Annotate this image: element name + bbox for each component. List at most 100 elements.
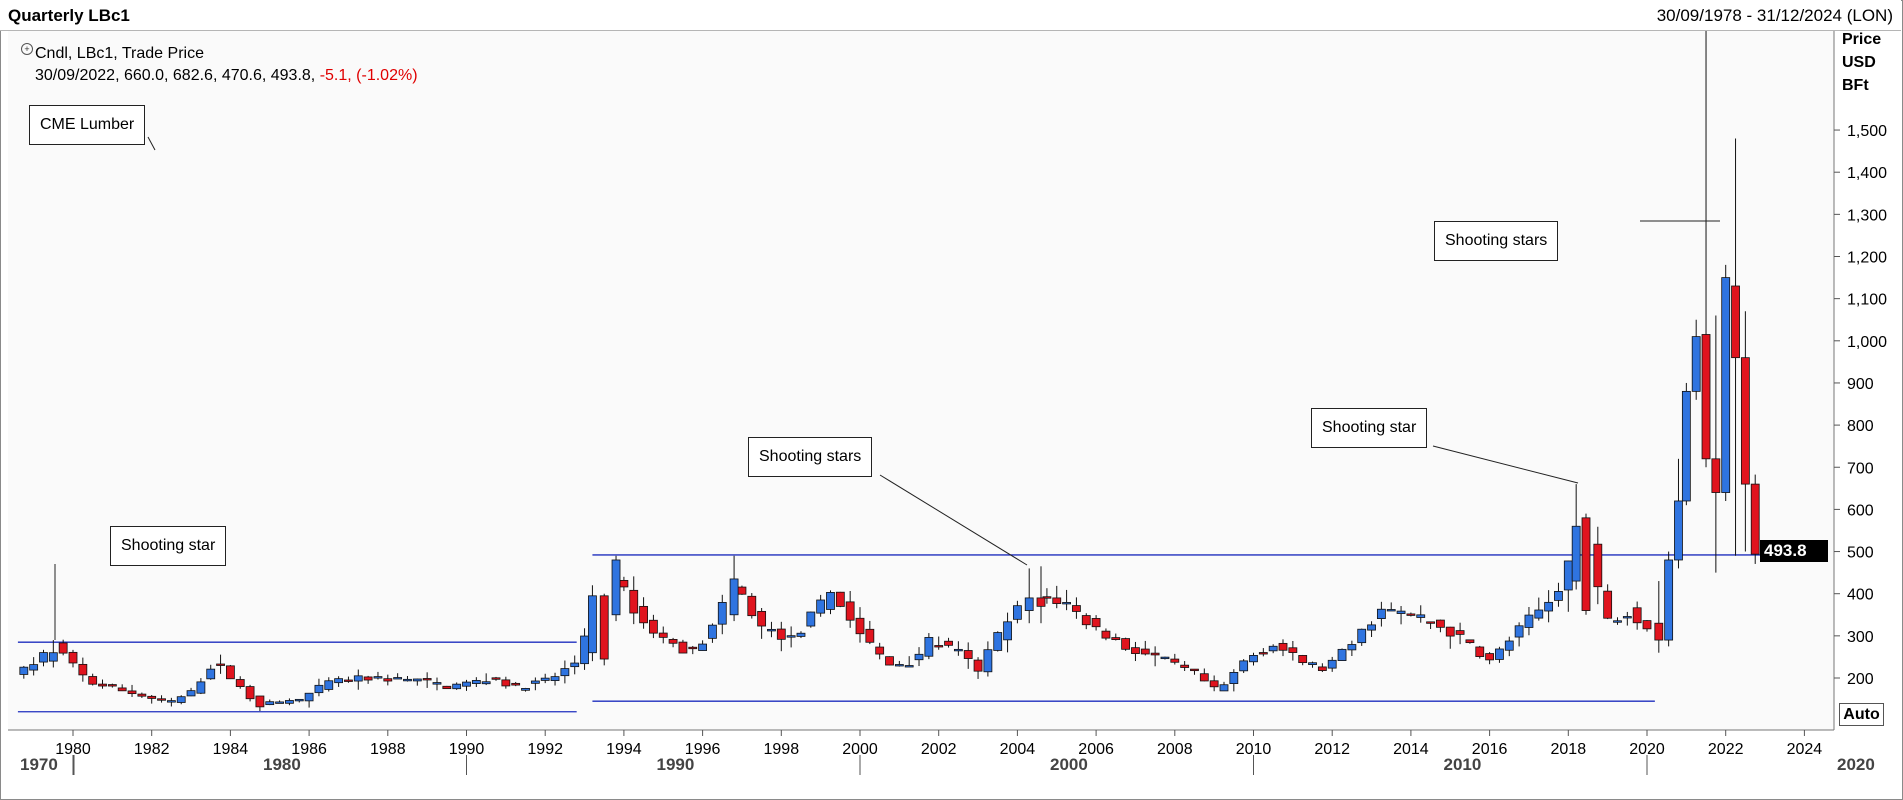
candle-up[interactable] [403,678,412,682]
candle-down[interactable] [501,679,511,687]
candle-down[interactable] [1475,646,1485,657]
candle-up[interactable] [1504,640,1514,651]
candle-up[interactable] [1229,671,1239,684]
candle-up[interactable] [983,649,993,673]
candle-up[interactable] [580,635,589,665]
candle-up[interactable] [521,688,530,691]
candle-down[interactable] [344,679,353,682]
candle-up[interactable] [1160,656,1170,660]
candle-up[interactable] [1664,559,1674,641]
candle-up[interactable] [826,592,835,610]
candle-up[interactable] [1524,614,1534,628]
candle-down[interactable] [1131,647,1140,654]
candle-down[interactable] [1485,653,1494,661]
candle-up[interactable] [1219,684,1229,692]
candle-down[interactable] [1150,652,1160,656]
candle-up[interactable] [1622,616,1632,619]
candle-down[interactable] [1298,655,1308,664]
candle-down[interactable] [1317,666,1327,671]
candle-down[interactable] [688,646,698,650]
candle-up[interactable] [452,683,462,690]
candle-up[interactable] [1308,662,1317,665]
candle-up[interactable] [698,643,707,651]
plot-area[interactable] [8,30,1834,730]
candle-down[interactable] [1052,597,1062,604]
candle-up[interactable] [334,678,344,684]
candle-down[interactable] [1426,621,1435,624]
candle-down[interactable] [1642,620,1652,630]
candle-down[interactable] [934,645,944,648]
candle-up[interactable] [550,676,560,681]
candle-down[interactable] [225,665,235,680]
candle-down[interactable] [1593,543,1603,588]
candle-up[interactable] [993,632,1003,651]
candle-up[interactable] [1674,500,1683,561]
candle-up[interactable] [1003,621,1012,641]
candle-down[interactable] [963,650,973,659]
candle-down[interactable] [137,693,147,697]
candle-down[interactable] [1603,590,1613,619]
candle-up[interactable] [29,664,39,671]
candle-up[interactable] [481,681,491,685]
candle-down[interactable] [1111,637,1121,641]
candle-down[interactable] [68,651,78,664]
candle-up[interactable] [717,602,727,625]
candle-up[interactable] [1347,644,1357,651]
candle-up[interactable] [570,662,580,668]
candle-down[interactable] [865,628,875,643]
candle-down[interactable] [255,695,265,708]
label-shooting-star-1979[interactable]: Shooting star [110,526,227,566]
candle-down[interactable] [157,698,166,701]
candle-down[interactable] [639,605,648,624]
candle-down[interactable] [1581,517,1591,611]
candle-down[interactable] [776,628,786,640]
candle-down[interactable] [107,684,117,687]
candle-down[interactable] [58,642,68,654]
candle-down[interactable] [1199,673,1209,682]
candle-up[interactable] [166,700,176,703]
candle-up[interactable] [19,666,29,675]
candle-up[interactable] [462,681,471,687]
label-shooting-stars-2021[interactable]: Shooting stars [1434,221,1559,261]
candle-up[interactable] [1024,597,1034,611]
candle-up[interactable] [1013,605,1022,620]
candle-down[interactable] [649,619,658,634]
candle-down[interactable] [1081,615,1091,626]
candle-up[interactable] [1367,624,1376,631]
candle-down[interactable] [98,683,107,687]
candle-down[interactable] [1701,334,1711,460]
candle-up[interactable] [285,700,294,704]
candle-down[interactable] [422,678,432,681]
candle-down[interactable] [235,679,245,687]
candle-up[interactable] [373,676,383,679]
support-resistance-lines[interactable] [17,554,1766,713]
candle-down[interactable] [1740,357,1750,485]
candle-down[interactable] [629,589,639,614]
candle-up[interactable] [1357,628,1367,644]
candle-down[interactable] [1711,458,1721,493]
candle-up[interactable] [560,668,570,677]
candle-up[interactable] [796,632,806,637]
candle-up[interactable] [816,599,826,614]
candle-up[interactable] [1571,525,1581,582]
candle-up[interactable] [1681,390,1691,502]
candle-up[interactable] [304,692,314,702]
candle-down[interactable] [1406,613,1416,616]
candle-up[interactable] [1416,614,1426,618]
candle-up[interactable] [786,635,796,638]
candle-down[interactable] [1190,668,1199,672]
candle-up[interactable] [1514,625,1524,638]
candle-up[interactable] [471,680,481,684]
candle-down[interactable] [363,676,373,681]
candle-up[interactable] [1691,336,1701,392]
candle-up[interactable] [1554,591,1563,601]
candle-down[interactable] [1140,648,1150,655]
candle-up[interactable] [1376,608,1386,619]
candle-up[interactable] [1495,648,1504,660]
candle-up[interactable] [1721,277,1731,493]
candle-up[interactable] [1386,609,1396,612]
candle-up[interactable] [540,677,550,681]
label-shooting-stars-2004[interactable]: Shooting stars [748,437,873,477]
candle-down[interactable] [944,640,953,646]
